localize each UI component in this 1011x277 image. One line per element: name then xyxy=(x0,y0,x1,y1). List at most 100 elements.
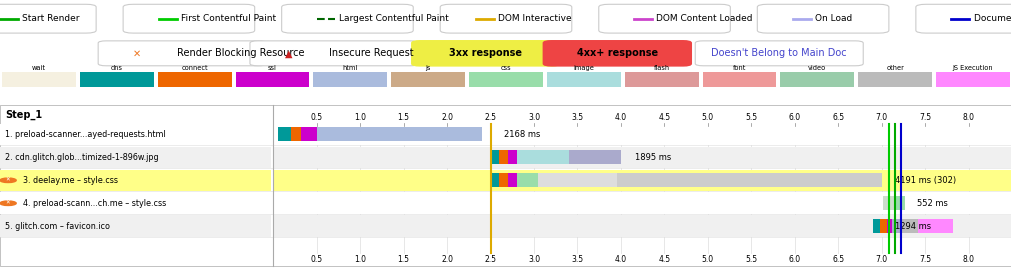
Bar xyxy=(469,72,542,87)
Bar xyxy=(391,72,465,87)
Text: Insecure Request: Insecure Request xyxy=(329,48,413,58)
Bar xyxy=(273,193,1011,214)
FancyBboxPatch shape xyxy=(250,41,418,66)
Text: 4.5: 4.5 xyxy=(657,113,669,122)
Bar xyxy=(883,196,896,210)
Text: 3.0: 3.0 xyxy=(528,255,540,264)
Bar xyxy=(498,150,508,164)
Text: 8.0: 8.0 xyxy=(961,113,974,122)
Bar xyxy=(508,173,516,187)
Text: 7.5: 7.5 xyxy=(918,113,930,122)
Text: video: video xyxy=(808,65,826,71)
FancyBboxPatch shape xyxy=(440,4,571,33)
Bar xyxy=(516,173,538,187)
Text: 0.5: 0.5 xyxy=(310,255,323,264)
Bar xyxy=(891,219,900,233)
Bar xyxy=(779,72,853,87)
Text: Largest Contentful Paint: Largest Contentful Paint xyxy=(339,14,449,23)
Text: 2.5: 2.5 xyxy=(484,255,496,264)
Text: 2.0: 2.0 xyxy=(441,113,453,122)
FancyBboxPatch shape xyxy=(543,41,691,66)
Bar xyxy=(872,219,879,233)
Text: 552 ms: 552 ms xyxy=(916,199,947,208)
Bar xyxy=(158,72,232,87)
Text: 6.5: 6.5 xyxy=(831,113,843,122)
Bar xyxy=(0,147,271,168)
Bar xyxy=(273,147,1011,168)
Text: Start Render: Start Render xyxy=(22,14,80,23)
Text: dns: dns xyxy=(110,65,122,71)
Text: Render Blocking Resource: Render Blocking Resource xyxy=(177,48,304,58)
Bar xyxy=(879,219,886,233)
Bar xyxy=(80,72,154,87)
Bar xyxy=(290,127,300,142)
Text: ssl: ssl xyxy=(268,65,277,71)
Text: 3xx response: 3xx response xyxy=(449,48,522,58)
Bar xyxy=(0,170,271,191)
Bar xyxy=(702,72,775,87)
FancyBboxPatch shape xyxy=(98,41,266,66)
Text: 1294 ms: 1294 ms xyxy=(895,222,930,231)
Text: 3. deelay.me – style.css: 3. deelay.me – style.css xyxy=(23,176,118,185)
Bar xyxy=(917,219,952,233)
Text: 4xx+ response: 4xx+ response xyxy=(576,48,657,58)
Text: 2.0: 2.0 xyxy=(441,255,453,264)
Text: 1.0: 1.0 xyxy=(354,255,366,264)
Text: On Load: On Load xyxy=(814,14,851,23)
Text: 1.5: 1.5 xyxy=(397,255,409,264)
Text: ✕: ✕ xyxy=(6,201,10,206)
Text: 1. preload-scanner...ayed-requests.html: 1. preload-scanner...ayed-requests.html xyxy=(5,130,166,139)
Bar xyxy=(900,219,917,233)
Bar xyxy=(508,150,516,164)
Text: 2. cdn.glitch.glob...timized-1-896w.jpg: 2. cdn.glitch.glob...timized-1-896w.jpg xyxy=(5,153,159,162)
Bar xyxy=(935,72,1009,87)
Bar xyxy=(2,72,76,87)
Bar xyxy=(0,216,271,237)
Text: Doesn't Belong to Main Doc: Doesn't Belong to Main Doc xyxy=(711,48,846,58)
Text: flash: flash xyxy=(653,65,669,71)
Text: DOM Interactive: DOM Interactive xyxy=(497,14,571,23)
Text: image: image xyxy=(573,65,593,71)
Bar xyxy=(516,150,568,164)
Bar xyxy=(0,124,271,145)
Text: ✕: ✕ xyxy=(6,178,10,183)
Bar xyxy=(273,216,1011,237)
FancyBboxPatch shape xyxy=(695,41,862,66)
Text: 3.5: 3.5 xyxy=(571,113,583,122)
Bar xyxy=(0,105,1011,266)
Bar xyxy=(886,219,891,233)
Text: 7.5: 7.5 xyxy=(918,255,930,264)
Text: First Contentful Paint: First Contentful Paint xyxy=(181,14,276,23)
Text: Document Complete: Document Complete xyxy=(973,14,1011,23)
Text: wait: wait xyxy=(32,65,45,71)
FancyBboxPatch shape xyxy=(0,4,96,33)
Bar xyxy=(277,127,290,142)
Text: connect: connect xyxy=(181,65,207,71)
Bar xyxy=(316,127,481,142)
Bar xyxy=(0,193,271,214)
Bar xyxy=(624,72,698,87)
Text: 5. glitch.com – favicon.ico: 5. glitch.com – favicon.ico xyxy=(5,222,110,231)
FancyBboxPatch shape xyxy=(281,4,412,33)
Bar xyxy=(498,173,508,187)
Text: 4. preload-scann...ch.me – style.css: 4. preload-scann...ch.me – style.css xyxy=(23,199,167,208)
Text: html: html xyxy=(343,65,358,71)
Text: 6.0: 6.0 xyxy=(788,113,800,122)
Text: 3.0: 3.0 xyxy=(528,113,540,122)
Bar xyxy=(236,72,309,87)
Text: 8.0: 8.0 xyxy=(961,255,974,264)
Bar xyxy=(491,173,498,187)
Text: 6.5: 6.5 xyxy=(831,255,843,264)
Text: ✕: ✕ xyxy=(132,48,141,58)
Text: 5.5: 5.5 xyxy=(744,113,756,122)
Bar xyxy=(273,170,1011,191)
FancyBboxPatch shape xyxy=(411,41,559,66)
Bar xyxy=(568,150,621,164)
Text: 1.5: 1.5 xyxy=(397,113,409,122)
Bar xyxy=(896,196,904,210)
Bar xyxy=(857,72,931,87)
FancyBboxPatch shape xyxy=(123,4,255,33)
Bar xyxy=(491,150,498,164)
Text: 4.5: 4.5 xyxy=(657,255,669,264)
Text: 5.0: 5.0 xyxy=(701,113,713,122)
